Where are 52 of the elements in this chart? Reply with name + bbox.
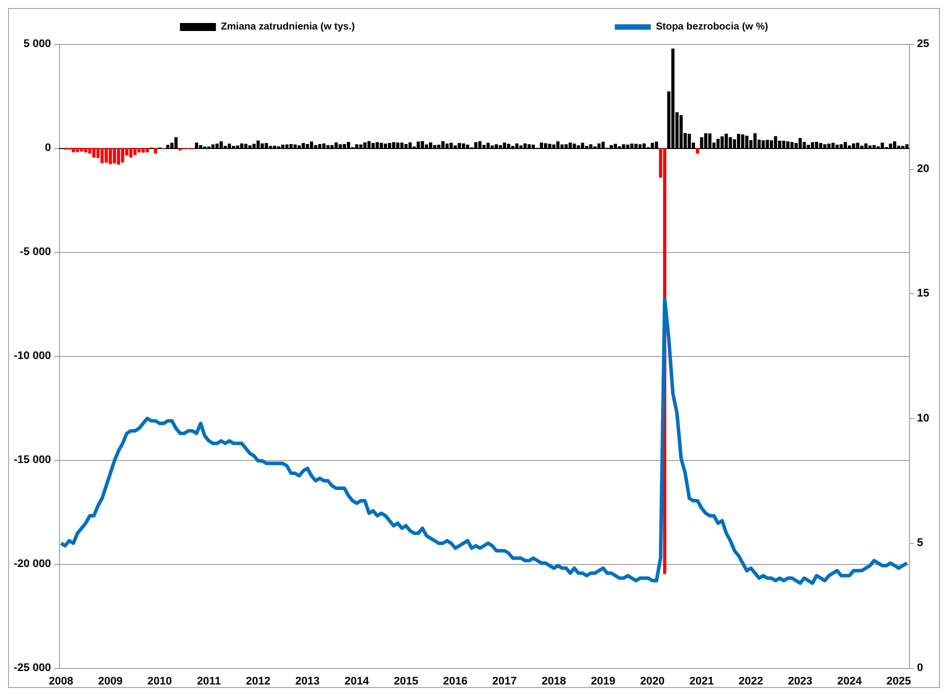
bar [88,148,92,154]
y-tick-label: -25 000 [14,662,51,674]
x-tick-label: 2023 [788,676,812,688]
x-tick-label: 2016 [443,676,468,688]
bar [72,148,75,152]
x-tick-label: 2013 [295,676,320,688]
bar [116,148,120,165]
y2-tick-label: 20 [917,162,930,175]
y2-tick-label: 0 [917,662,924,674]
x-tick-label: 2015 [394,676,418,688]
x-tick-label: 2012 [246,676,270,688]
y-tick-label: -20 000 [14,558,51,570]
bar [121,148,124,163]
y2-tick-label: 5 [917,537,924,550]
x-tick-label: 2025 [886,676,911,688]
legend-label: Zmiana zatrudnienia (w tys.) [220,22,355,32]
bar [104,148,108,163]
legend-label: Stopa bezrobocia (w %) [656,22,768,32]
y-tick-label: 5 000 [23,38,51,50]
x-tick-label: 2014 [344,676,370,688]
x-tick-label: 2022 [738,676,764,688]
x-tick-label: 2021 [689,676,714,688]
x-tick-label: 2020 [640,676,665,688]
x-tick-label: 2024 [837,676,863,688]
x-tick-label: 2009 [98,676,123,688]
bar [76,148,80,152]
x-tick-label: 2018 [542,676,566,688]
bar [108,148,112,164]
bar [137,148,141,152]
y2-tick-label: 10 [917,412,930,424]
x-tick-label: 2010 [147,676,172,688]
bar [133,148,137,156]
y-tick-label: -15 000 [14,454,51,466]
bar [696,148,700,154]
bar [142,148,145,153]
x-tick-label: 2011 [196,676,221,688]
y2-tick-label: 15 [917,288,930,300]
bar [100,148,104,164]
x-tick-label: 2017 [492,676,517,688]
bar [84,148,88,152]
y-tick-label: -5 000 [20,246,51,258]
bar [80,148,84,152]
x-tick-label: 2019 [590,676,616,688]
bar [92,148,96,158]
bar [129,148,132,158]
bar [112,148,116,164]
y-tick-label: -10 000 [14,350,51,362]
y-tick-label: 0 [44,142,51,154]
x-tick-label: 2008 [48,676,74,688]
y2-tick-label: 25 [917,38,930,50]
bar [146,148,149,152]
bar [154,148,158,154]
